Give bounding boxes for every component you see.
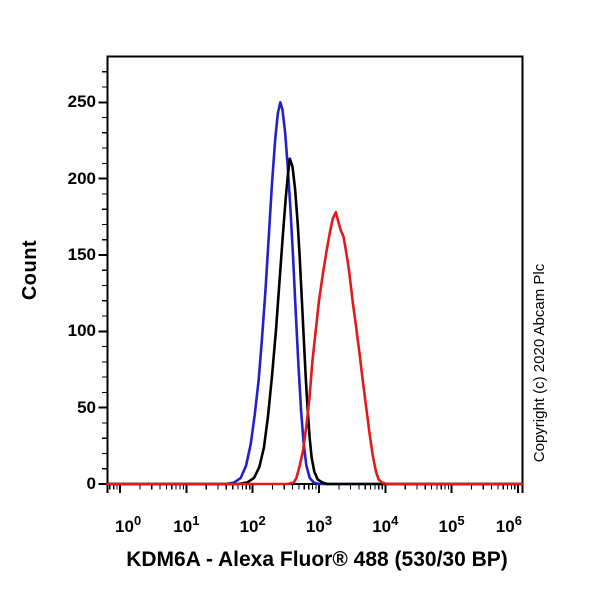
x-tick-exponent: 0: [133, 513, 142, 528]
y-tick-label: 250: [67, 92, 96, 112]
x-tick-label: 104: [355, 511, 415, 536]
y-tick-label: 200: [67, 168, 96, 188]
x-tick-base: 10: [239, 517, 259, 536]
red-curve: [106, 210, 524, 486]
x-tick-base: 10: [372, 517, 392, 536]
x-tick-base: 10: [173, 517, 193, 536]
x-tick-base: 10: [115, 517, 134, 536]
x-tick-exponent: 4: [391, 513, 399, 528]
y-tick-label: 0: [86, 474, 96, 493]
x-tick-label: 100: [98, 511, 158, 536]
x-tick-exponent: 3: [324, 513, 333, 528]
x-tick-label: 102: [223, 511, 283, 536]
x-tick-label: 101: [156, 511, 216, 536]
y-tick-label: 150: [67, 244, 96, 264]
x-tick-exponent: 5: [457, 513, 465, 528]
x-tick-label: 105: [422, 511, 482, 536]
y-axis-ticks: [98, 71, 107, 485]
y-tick-label: 100: [67, 321, 96, 341]
y-tick-label: 50: [77, 397, 96, 417]
x-tick-base: 10: [305, 517, 325, 536]
x-axis-ticks: [106, 485, 524, 493]
x-tick-label: 103: [289, 511, 349, 536]
x-tick-exponent: 2: [258, 513, 266, 528]
blue-curve: [106, 101, 524, 486]
x-tick-base: 10: [495, 517, 515, 536]
x-tick-label: 106: [479, 511, 539, 536]
x-tick-exponent: 6: [514, 513, 522, 528]
x-tick-base: 10: [438, 517, 458, 536]
copyright-notice: Copyright (c) 2020 Abcam Plc: [531, 263, 548, 463]
x-tick-exponent: 1: [192, 513, 200, 528]
plot-frame: [106, 55, 524, 485]
x-axis-title: KDM6A - Alexa Fluor® 488 (530/30 BP): [126, 548, 508, 571]
black-curve: [106, 157, 524, 486]
